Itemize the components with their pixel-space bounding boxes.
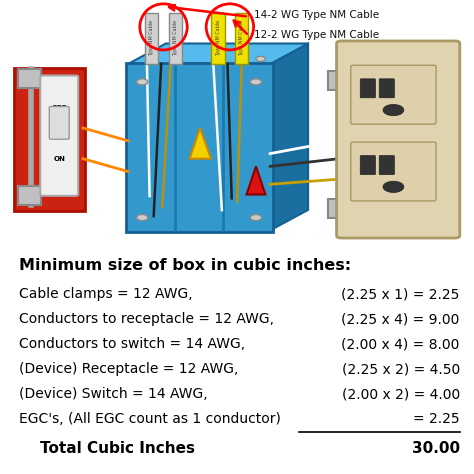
Text: Total Cubic Inches: Total Cubic Inches xyxy=(19,441,195,456)
Circle shape xyxy=(137,79,148,85)
FancyBboxPatch shape xyxy=(235,12,248,64)
Text: 12-2 WG Type NM Cable: 12-2 WG Type NM Cable xyxy=(254,29,379,39)
Circle shape xyxy=(171,56,180,62)
Text: Type NM Cable: Type NM Cable xyxy=(239,20,244,56)
FancyBboxPatch shape xyxy=(379,79,394,98)
Text: EGC's, (All EGC count as 1 conductor): EGC's, (All EGC count as 1 conductor) xyxy=(19,412,281,427)
Text: ON: ON xyxy=(53,155,65,162)
FancyBboxPatch shape xyxy=(211,12,225,64)
FancyBboxPatch shape xyxy=(18,186,41,205)
FancyBboxPatch shape xyxy=(379,155,394,174)
Text: 30.00: 30.00 xyxy=(411,441,460,456)
FancyBboxPatch shape xyxy=(351,65,436,124)
FancyBboxPatch shape xyxy=(14,68,85,211)
Text: Type NM Cable: Type NM Cable xyxy=(173,20,178,56)
FancyBboxPatch shape xyxy=(328,199,352,218)
FancyBboxPatch shape xyxy=(351,142,436,201)
Text: (2.25 x 1) = 2.25: (2.25 x 1) = 2.25 xyxy=(341,287,460,301)
Circle shape xyxy=(383,104,404,116)
Polygon shape xyxy=(246,166,265,194)
Text: = 2.25: = 2.25 xyxy=(413,412,460,427)
Text: (2.00 x 2) = 4.00: (2.00 x 2) = 4.00 xyxy=(342,387,460,401)
FancyBboxPatch shape xyxy=(360,155,375,174)
Text: Cable clamps = 12 AWG,: Cable clamps = 12 AWG, xyxy=(19,287,192,301)
Text: (Device) Switch = 14 AWG,: (Device) Switch = 14 AWG, xyxy=(19,387,208,401)
Polygon shape xyxy=(270,44,308,230)
Circle shape xyxy=(256,56,265,62)
FancyBboxPatch shape xyxy=(40,75,78,196)
Circle shape xyxy=(137,215,148,220)
Polygon shape xyxy=(190,128,211,159)
Text: Type NM Cable: Type NM Cable xyxy=(216,20,220,56)
Text: (2.25 x 2) = 4.50: (2.25 x 2) = 4.50 xyxy=(342,362,460,376)
Text: Minimum size of box in cubic inches:: Minimum size of box in cubic inches: xyxy=(19,258,351,273)
Circle shape xyxy=(213,56,223,62)
Text: Conductors to receptacle = 12 AWG,: Conductors to receptacle = 12 AWG, xyxy=(19,312,274,326)
FancyBboxPatch shape xyxy=(360,79,375,98)
FancyBboxPatch shape xyxy=(328,71,352,90)
Text: (2.25 x 4) = 9.00: (2.25 x 4) = 9.00 xyxy=(341,312,460,326)
Text: 14-2 WG Type NM Cable: 14-2 WG Type NM Cable xyxy=(254,10,379,20)
FancyBboxPatch shape xyxy=(145,12,158,64)
FancyBboxPatch shape xyxy=(337,41,460,238)
Text: OFF: OFF xyxy=(52,104,67,110)
Polygon shape xyxy=(128,44,308,64)
Text: (2.00 x 4) = 8.00: (2.00 x 4) = 8.00 xyxy=(341,337,460,351)
Text: (Device) Receptacle = 12 AWG,: (Device) Receptacle = 12 AWG, xyxy=(19,362,238,376)
Circle shape xyxy=(250,79,262,85)
FancyBboxPatch shape xyxy=(169,12,182,64)
Circle shape xyxy=(383,181,404,192)
Circle shape xyxy=(250,215,262,220)
FancyBboxPatch shape xyxy=(126,63,273,232)
FancyBboxPatch shape xyxy=(18,69,41,88)
Text: Type NM Cable: Type NM Cable xyxy=(149,20,154,56)
Text: Conductors to switch = 14 AWG,: Conductors to switch = 14 AWG, xyxy=(19,337,245,351)
FancyBboxPatch shape xyxy=(49,107,69,139)
